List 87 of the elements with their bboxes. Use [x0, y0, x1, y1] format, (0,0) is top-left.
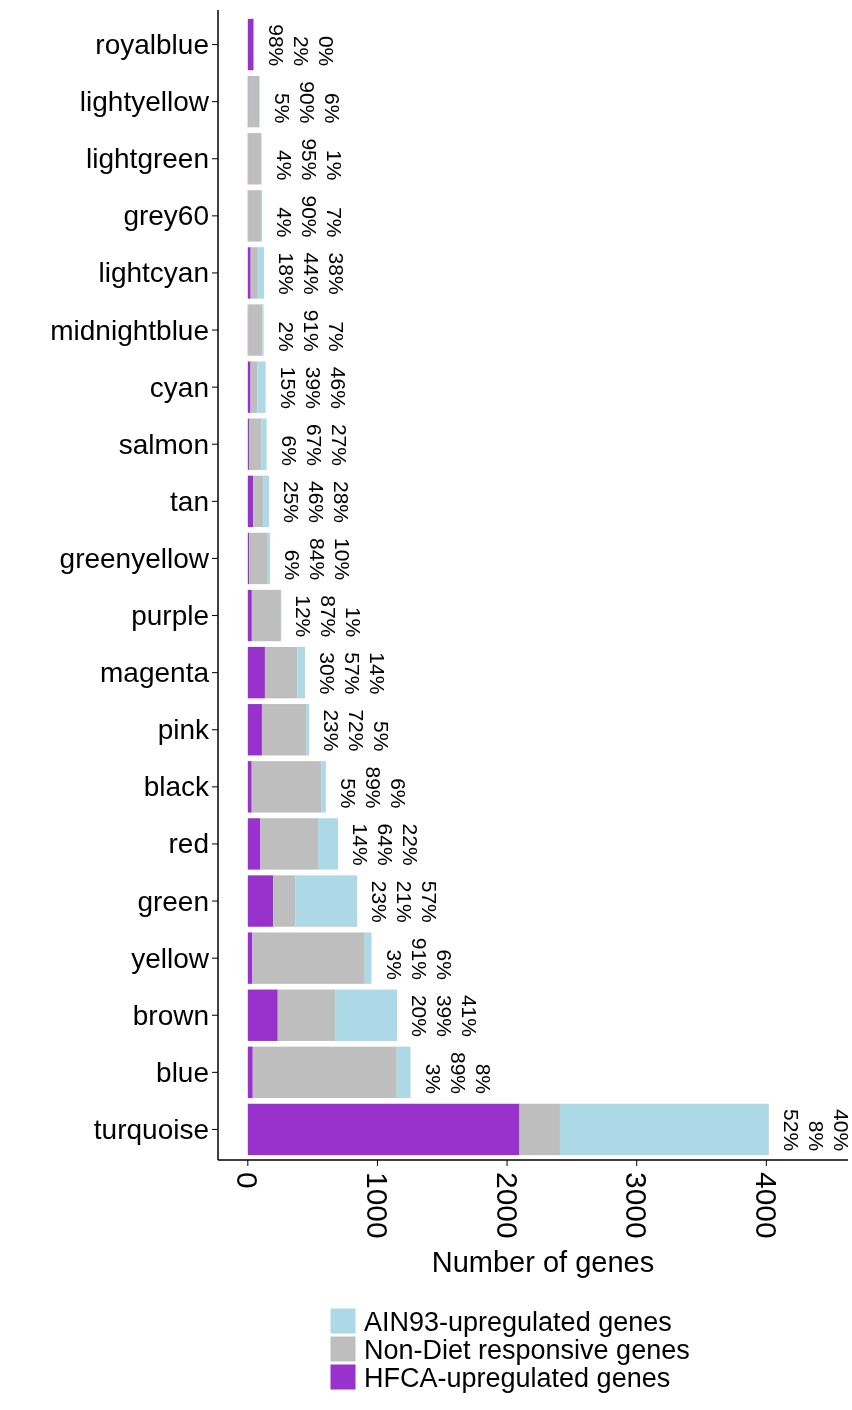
- y-tick-label: yellow: [131, 942, 210, 974]
- x-tick-label: 1000: [360, 1172, 394, 1239]
- annotation: 89%: [446, 1052, 470, 1095]
- y-tick-label: turquoise: [93, 1113, 209, 1145]
- annotation: 2%: [289, 35, 313, 67]
- y-tick-label: pink: [157, 714, 210, 746]
- annotation: 0%: [314, 35, 338, 67]
- annotation: 14%: [366, 652, 390, 695]
- x-tick-label: 2000: [490, 1172, 524, 1239]
- y-tick-label: magenta: [100, 657, 210, 689]
- annotation: 38%: [325, 252, 349, 295]
- annotation: 1%: [322, 150, 346, 181]
- annotation: 6%: [432, 949, 456, 980]
- y-tick-label: lightgreen: [86, 143, 209, 175]
- annotation: 6%: [320, 92, 344, 124]
- annotation: 5%: [270, 92, 294, 124]
- annotation: 87%: [317, 595, 341, 638]
- y-tick-label: cyan: [149, 371, 209, 403]
- annotation: 12%: [292, 595, 316, 638]
- annotation: 30%: [316, 652, 340, 695]
- y-tick-label: green: [137, 885, 209, 917]
- annotation: 23%: [368, 880, 392, 923]
- annotation: 7%: [324, 321, 348, 352]
- y-tick-label: midnightblue: [50, 314, 209, 346]
- annotation: 6%: [277, 435, 301, 466]
- annotation: 39%: [301, 366, 325, 409]
- annotation: 10%: [331, 538, 355, 581]
- x-tick-label: 0: [231, 1172, 265, 1189]
- annotation: 4%: [273, 207, 297, 238]
- x-axis-title: Number of genes: [431, 1246, 655, 1278]
- annotation: 90%: [295, 81, 319, 124]
- annotation: 84%: [306, 538, 330, 581]
- y-tick-label: tan: [170, 485, 209, 517]
- y-tick-label: purple: [131, 600, 209, 632]
- y-tick-label: salmon: [118, 428, 209, 460]
- annotation: 6%: [281, 549, 305, 581]
- annotation: 5%: [370, 721, 394, 752]
- annotation: 6%: [387, 778, 411, 809]
- annotation: 18%: [275, 252, 299, 295]
- y-tick-label: black: [143, 771, 210, 803]
- annotation: 22%: [399, 823, 423, 866]
- y-tick-label: blue: [156, 1056, 209, 1088]
- legend-label: AIN93-upregulated genes: [364, 1307, 672, 1337]
- annotation: 1%: [342, 606, 366, 638]
- x-tick-label: 4000: [749, 1172, 783, 1239]
- annotation: 46%: [326, 366, 350, 409]
- annotation: 39%: [433, 994, 457, 1037]
- annotation: 23%: [320, 709, 344, 752]
- annotation: 40%: [830, 1109, 852, 1152]
- y-tick-label: royalblue: [95, 29, 209, 61]
- annotation: 91%: [299, 309, 323, 352]
- annotation: 89%: [362, 766, 386, 809]
- annotation: 5%: [337, 778, 361, 809]
- y-tick-label: grey60: [123, 200, 209, 232]
- annotation: 8%: [471, 1063, 495, 1095]
- annotation: 67%: [302, 423, 326, 466]
- annotation: 14%: [349, 823, 373, 866]
- annotation: 64%: [374, 823, 398, 866]
- annotation: 8%: [805, 1120, 828, 1152]
- y-tick-label: brown: [132, 999, 209, 1031]
- annotation: 90%: [298, 195, 322, 238]
- annotation: 28%: [330, 481, 354, 524]
- annotation: 72%: [345, 709, 369, 752]
- y-tick-label: red: [168, 828, 209, 860]
- x-tick-label: 3000: [620, 1172, 654, 1239]
- annotation: 25%: [280, 481, 304, 524]
- annotation: 57%: [341, 652, 365, 695]
- annotation: 98%: [264, 24, 288, 67]
- annotation: 20%: [408, 994, 432, 1037]
- y-tick-label: lightcyan: [98, 257, 209, 289]
- annotation: 46%: [305, 481, 329, 524]
- annotation: 21%: [393, 880, 417, 923]
- y-tick-label: lightyellow: [79, 86, 210, 118]
- annotation: 27%: [327, 423, 351, 466]
- annotation: 4%: [272, 150, 296, 181]
- annotation: 3%: [421, 1063, 445, 1095]
- annotation: 91%: [407, 937, 431, 980]
- annotation: 41%: [458, 994, 482, 1037]
- annotation: 52%: [780, 1109, 803, 1152]
- annotation: 15%: [276, 366, 300, 409]
- annotation: 3%: [382, 949, 406, 980]
- annotation: 95%: [297, 138, 321, 181]
- y-tick-label: greenyellow: [59, 542, 210, 574]
- annotation: 57%: [418, 880, 442, 923]
- annotation: 7%: [323, 207, 347, 238]
- annotation: 2%: [274, 321, 298, 352]
- annotation: 44%: [300, 252, 324, 295]
